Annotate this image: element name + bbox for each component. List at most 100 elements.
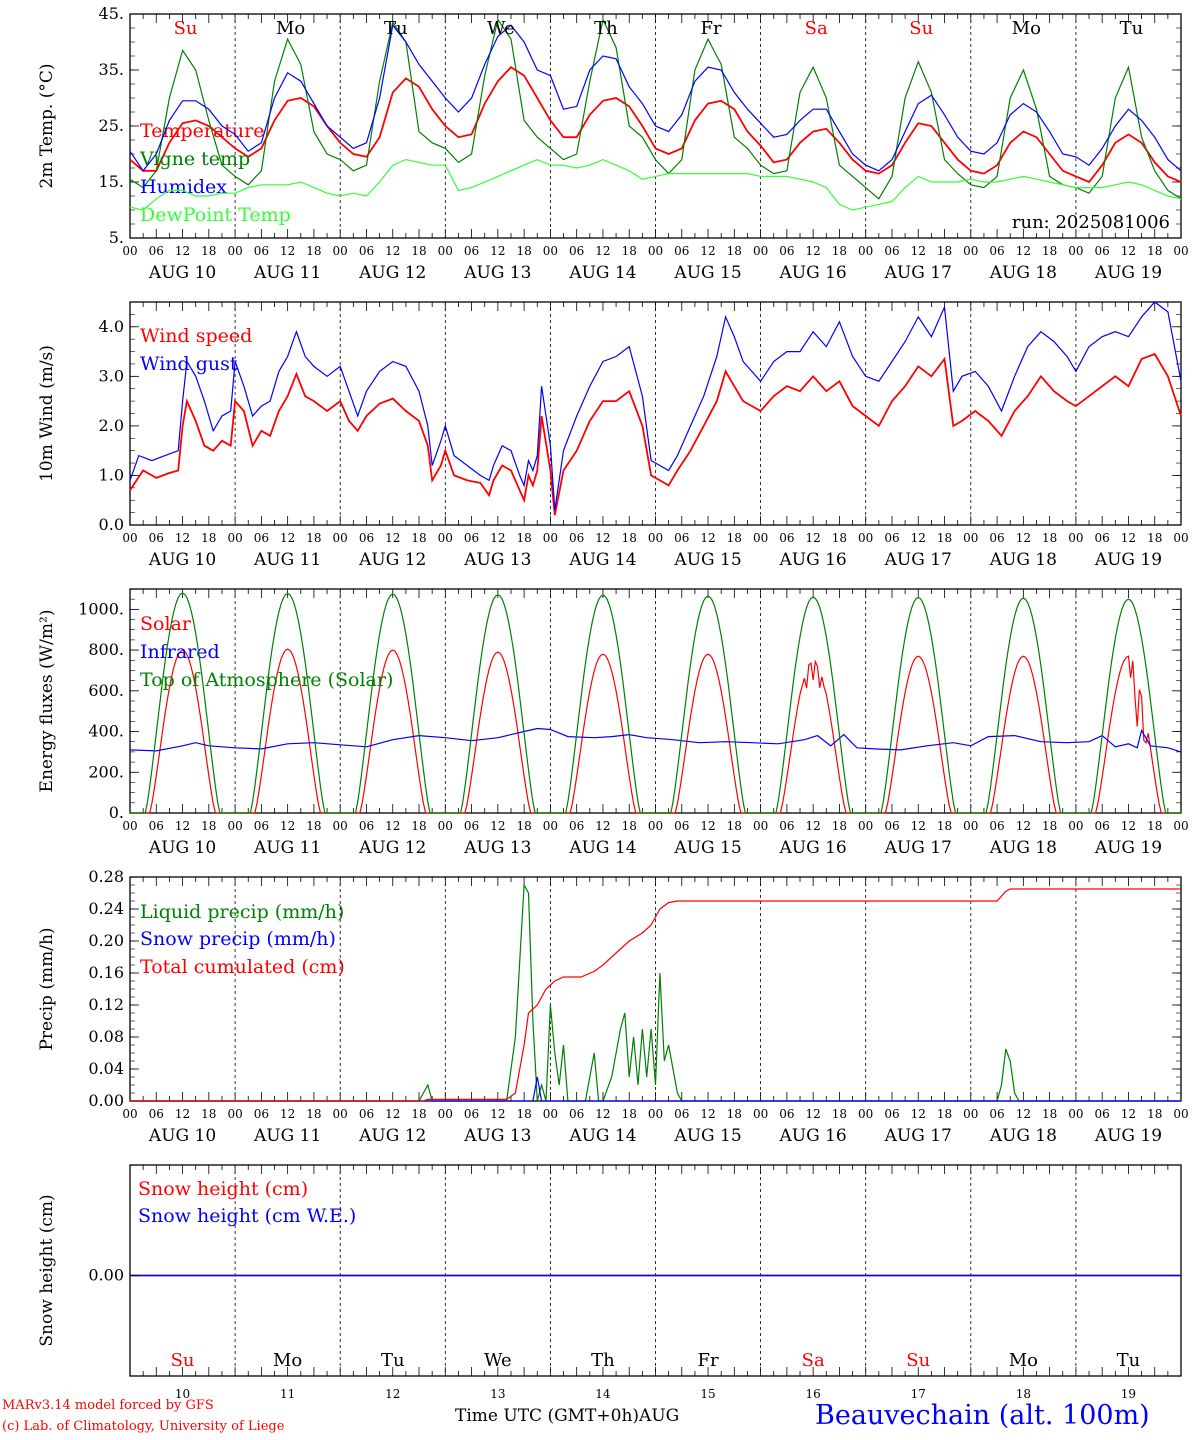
hour-tick-label: 12 bbox=[1016, 1107, 1031, 1121]
hour-tick-label: 06 bbox=[149, 819, 164, 833]
hour-tick-label: 06 bbox=[149, 1107, 164, 1121]
legend-entry: Vigne temp bbox=[139, 148, 250, 170]
series-line-3 bbox=[130, 888, 1181, 1102]
hour-tick-label: 00 bbox=[543, 531, 558, 545]
y-tick-label: 0.00 bbox=[88, 1266, 124, 1285]
hour-tick-label: 12 bbox=[806, 244, 821, 258]
hour-tick-label: 12 bbox=[1016, 819, 1031, 833]
date-label: AUG 11 bbox=[253, 838, 321, 858]
hour-tick-label: 12 bbox=[1121, 819, 1136, 833]
hour-tick-label: 18 bbox=[411, 531, 426, 545]
day-number-label: 12 bbox=[385, 1387, 400, 1401]
y-axis-label: 2m Temp. (°C) bbox=[37, 63, 57, 188]
date-label: AUG 15 bbox=[673, 263, 741, 283]
legend-entry: Liquid precip (mm/h) bbox=[140, 901, 344, 923]
hour-tick-label: 18 bbox=[1042, 1107, 1057, 1121]
day-of-week-label: Fr bbox=[701, 18, 722, 39]
hour-tick-label: 06 bbox=[884, 244, 899, 258]
hour-tick-label: 00 bbox=[1173, 244, 1188, 258]
hour-tick-label: 06 bbox=[989, 819, 1004, 833]
day-number-label: 15 bbox=[700, 1387, 715, 1401]
day-of-week-label: Fr bbox=[698, 1350, 719, 1371]
hour-tick-label: 18 bbox=[306, 531, 321, 545]
hour-tick-label: 00 bbox=[1068, 244, 1083, 258]
hour-tick-label: 00 bbox=[333, 819, 348, 833]
date-label: AUG 13 bbox=[463, 838, 531, 858]
date-label: AUG 10 bbox=[148, 550, 216, 570]
hour-tick-label: 18 bbox=[1042, 531, 1057, 545]
panel-1: 00 06 12 18 AUG 10 00 06 12 18 AUG 11 00 06 12 18 AUG … bbox=[37, 4, 1189, 283]
hour-tick-label: 12 bbox=[806, 1107, 821, 1121]
legend-entry: Snow height (cm) bbox=[138, 1178, 308, 1200]
hour-tick-label: 00 bbox=[1068, 819, 1083, 833]
day-of-week-label: Sa bbox=[802, 1350, 825, 1371]
hour-tick-label: 06 bbox=[359, 1107, 374, 1121]
y-tick-label: 0.24 bbox=[88, 899, 124, 918]
date-label: AUG 17 bbox=[884, 838, 952, 858]
hour-tick-label: 00 bbox=[122, 244, 137, 258]
hour-tick-label: 06 bbox=[254, 244, 269, 258]
day-of-week-label: Su bbox=[171, 1350, 195, 1371]
hour-tick-label: 00 bbox=[1173, 1107, 1188, 1121]
hour-tick-label: 06 bbox=[464, 1107, 479, 1121]
date-label: AUG 10 bbox=[148, 838, 216, 858]
hour-tick-label: 18 bbox=[937, 531, 952, 545]
hour-tick-label: 12 bbox=[911, 244, 926, 258]
day-of-week-label: Mo bbox=[273, 1350, 302, 1371]
hour-tick-label: 18 bbox=[832, 1107, 847, 1121]
hour-tick-label: 06 bbox=[1095, 244, 1110, 258]
hour-tick-label: 00 bbox=[753, 531, 768, 545]
hour-tick-label: 18 bbox=[201, 819, 216, 833]
date-label: AUG 14 bbox=[568, 838, 636, 858]
hour-tick-label: 18 bbox=[306, 1107, 321, 1121]
hour-tick-label: 12 bbox=[280, 819, 295, 833]
hour-tick-label: 12 bbox=[280, 531, 295, 545]
legend-entry: Wind speed bbox=[140, 325, 252, 347]
panel-2: 00 06 12 18 AUG 10 00 06 12 18 AUG 11 00 06 12 18 AUG … bbox=[37, 301, 1189, 570]
hour-tick-label: 18 bbox=[832, 244, 847, 258]
hour-tick-label: 18 bbox=[516, 1107, 531, 1121]
hour-tick-label: 06 bbox=[149, 244, 164, 258]
y-tick-label: 0.08 bbox=[88, 1027, 124, 1046]
day-number-label: 17 bbox=[911, 1387, 926, 1401]
hour-tick-label: 18 bbox=[201, 244, 216, 258]
hour-tick-label: 18 bbox=[411, 244, 426, 258]
hour-tick-label: 12 bbox=[806, 819, 821, 833]
hour-tick-label: 06 bbox=[359, 244, 374, 258]
hour-tick-label: 00 bbox=[122, 531, 137, 545]
hour-tick-label: 00 bbox=[543, 1107, 558, 1121]
hour-tick-label: 18 bbox=[622, 819, 637, 833]
hour-tick-label: 18 bbox=[411, 819, 426, 833]
hour-tick-label: 06 bbox=[779, 819, 794, 833]
date-label: AUG 14 bbox=[568, 550, 636, 570]
date-label: AUG 10 bbox=[148, 1126, 216, 1146]
hour-tick-label: 18 bbox=[1042, 244, 1057, 258]
legend-entry: Top of Atmosphere (Solar) bbox=[140, 669, 393, 691]
legend-entry: Temperature bbox=[140, 120, 264, 142]
hour-tick-label: 12 bbox=[595, 244, 610, 258]
series-line-1 bbox=[129, 66, 1182, 184]
hour-tick-label: 00 bbox=[227, 244, 242, 258]
location-title: Beauvechain (alt. 100m) bbox=[815, 1400, 1150, 1431]
date-label: AUG 18 bbox=[989, 550, 1057, 570]
y-tick-label: 15. bbox=[99, 172, 124, 191]
date-label: AUG 16 bbox=[779, 838, 847, 858]
date-label: AUG 12 bbox=[358, 263, 426, 283]
date-label: AUG 13 bbox=[463, 1126, 531, 1146]
hour-tick-label: 06 bbox=[989, 244, 1004, 258]
hour-tick-label: 06 bbox=[464, 531, 479, 545]
hour-tick-label: 00 bbox=[858, 1107, 873, 1121]
panel-4: 00 06 12 18 AUG 10 00 06 12 18 AUG 11 00 06 12 18 AUG … bbox=[37, 867, 1189, 1146]
hour-tick-label: 00 bbox=[1173, 531, 1188, 545]
hour-tick-label: 18 bbox=[937, 244, 952, 258]
date-label: AUG 12 bbox=[358, 1126, 426, 1146]
hour-tick-label: 06 bbox=[569, 1107, 584, 1121]
hour-tick-label: 18 bbox=[1147, 819, 1162, 833]
hour-tick-label: 12 bbox=[1121, 244, 1136, 258]
y-tick-label: 0.0 bbox=[99, 515, 124, 534]
hour-tick-label: 00 bbox=[543, 244, 558, 258]
hour-tick-label: 18 bbox=[201, 531, 216, 545]
date-label: AUG 18 bbox=[989, 1126, 1057, 1146]
hour-tick-label: 18 bbox=[516, 244, 531, 258]
series-line-2 bbox=[129, 301, 1182, 511]
